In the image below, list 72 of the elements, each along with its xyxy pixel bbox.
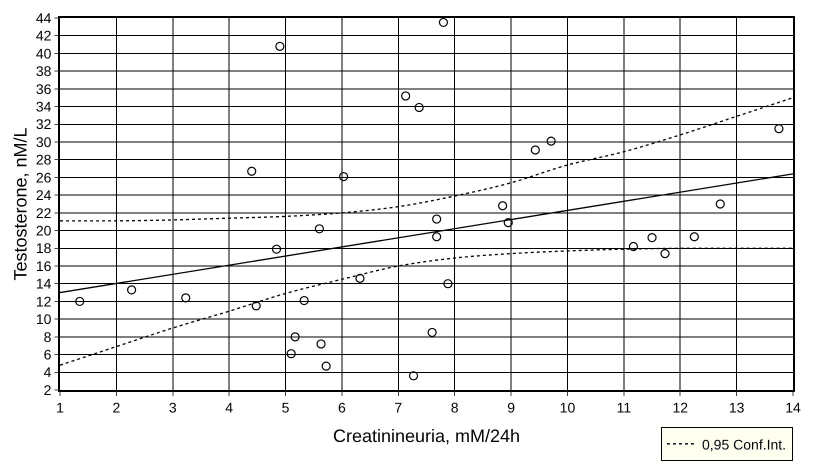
point [181,293,190,302]
point [660,249,670,258]
point [690,232,699,242]
point [314,224,324,234]
point [355,274,365,283]
y-tick-label: 16 [36,258,52,274]
point [322,361,331,371]
x-tick-label: 1 [56,400,64,416]
y-tick-label: 44 [36,10,52,26]
x-tick-label: 8 [450,400,459,416]
point [300,296,309,306]
point [546,136,556,146]
y-tick-label: 40 [36,45,52,62]
y-tick-label: 14 [36,276,52,292]
y-tick-label: 26 [36,169,52,186]
point [438,18,448,28]
point [75,296,84,306]
point [432,232,442,242]
point [316,339,326,349]
point [275,42,284,51]
x-tick-label: 12 [672,400,688,416]
point [401,91,410,101]
y-tick-label: 18 [36,240,52,256]
y-tick-label: 24 [36,187,52,204]
y-tick-label: 10 [36,311,52,328]
y-tick-label: 42 [36,28,52,44]
x-tick-label: 2 [112,400,120,416]
point [290,332,300,342]
y-tick-label: 38 [36,63,52,80]
y-tick-label: 12 [36,293,52,310]
point [127,285,136,295]
point [443,279,453,288]
y-tick-label: 6 [44,346,52,362]
point [286,349,296,358]
point [272,244,282,254]
x-tick-label: 5 [282,400,290,416]
x-tick-label: 3 [168,400,177,416]
point [432,214,442,224]
point [408,371,418,380]
y-tick-label: 28 [36,152,52,168]
point [252,301,261,310]
y-tick-label: 2 [44,382,52,398]
point [498,201,508,210]
x-tick-label: 6 [338,400,346,416]
legend-label: 0,95 Conf.Int. [702,436,786,452]
point [504,218,513,228]
y-tick-label: 20 [36,222,52,238]
x-tick-label: 10 [560,400,576,416]
point [414,102,424,112]
point [647,233,657,242]
y-tick-label: 4 [44,364,52,380]
y-tick-label: 30 [36,134,52,150]
x-tick-label: 11 [616,400,632,416]
y-tick-label: 8 [44,328,52,345]
x-axis-title: Creatinineuria, mM/24h [332,426,520,446]
y-axis-title: Testosterone, nM/L [10,127,31,281]
point [716,199,725,209]
point [628,242,638,252]
x-tick-label: 7 [394,400,402,416]
x-tick-label: 4 [225,400,234,416]
y-tick-label: 34 [36,98,52,114]
x-tick-label: 14 [785,400,801,416]
x-tick-label: 13 [728,400,745,416]
point [774,124,784,134]
y-tick-label: 22 [36,204,52,221]
point [428,328,437,338]
point [530,145,540,155]
point [339,172,348,182]
y-tick-label: 36 [36,80,52,97]
point [247,166,256,176]
x-tick-label: 9 [507,400,516,416]
y-tick-label: 32 [36,116,52,132]
